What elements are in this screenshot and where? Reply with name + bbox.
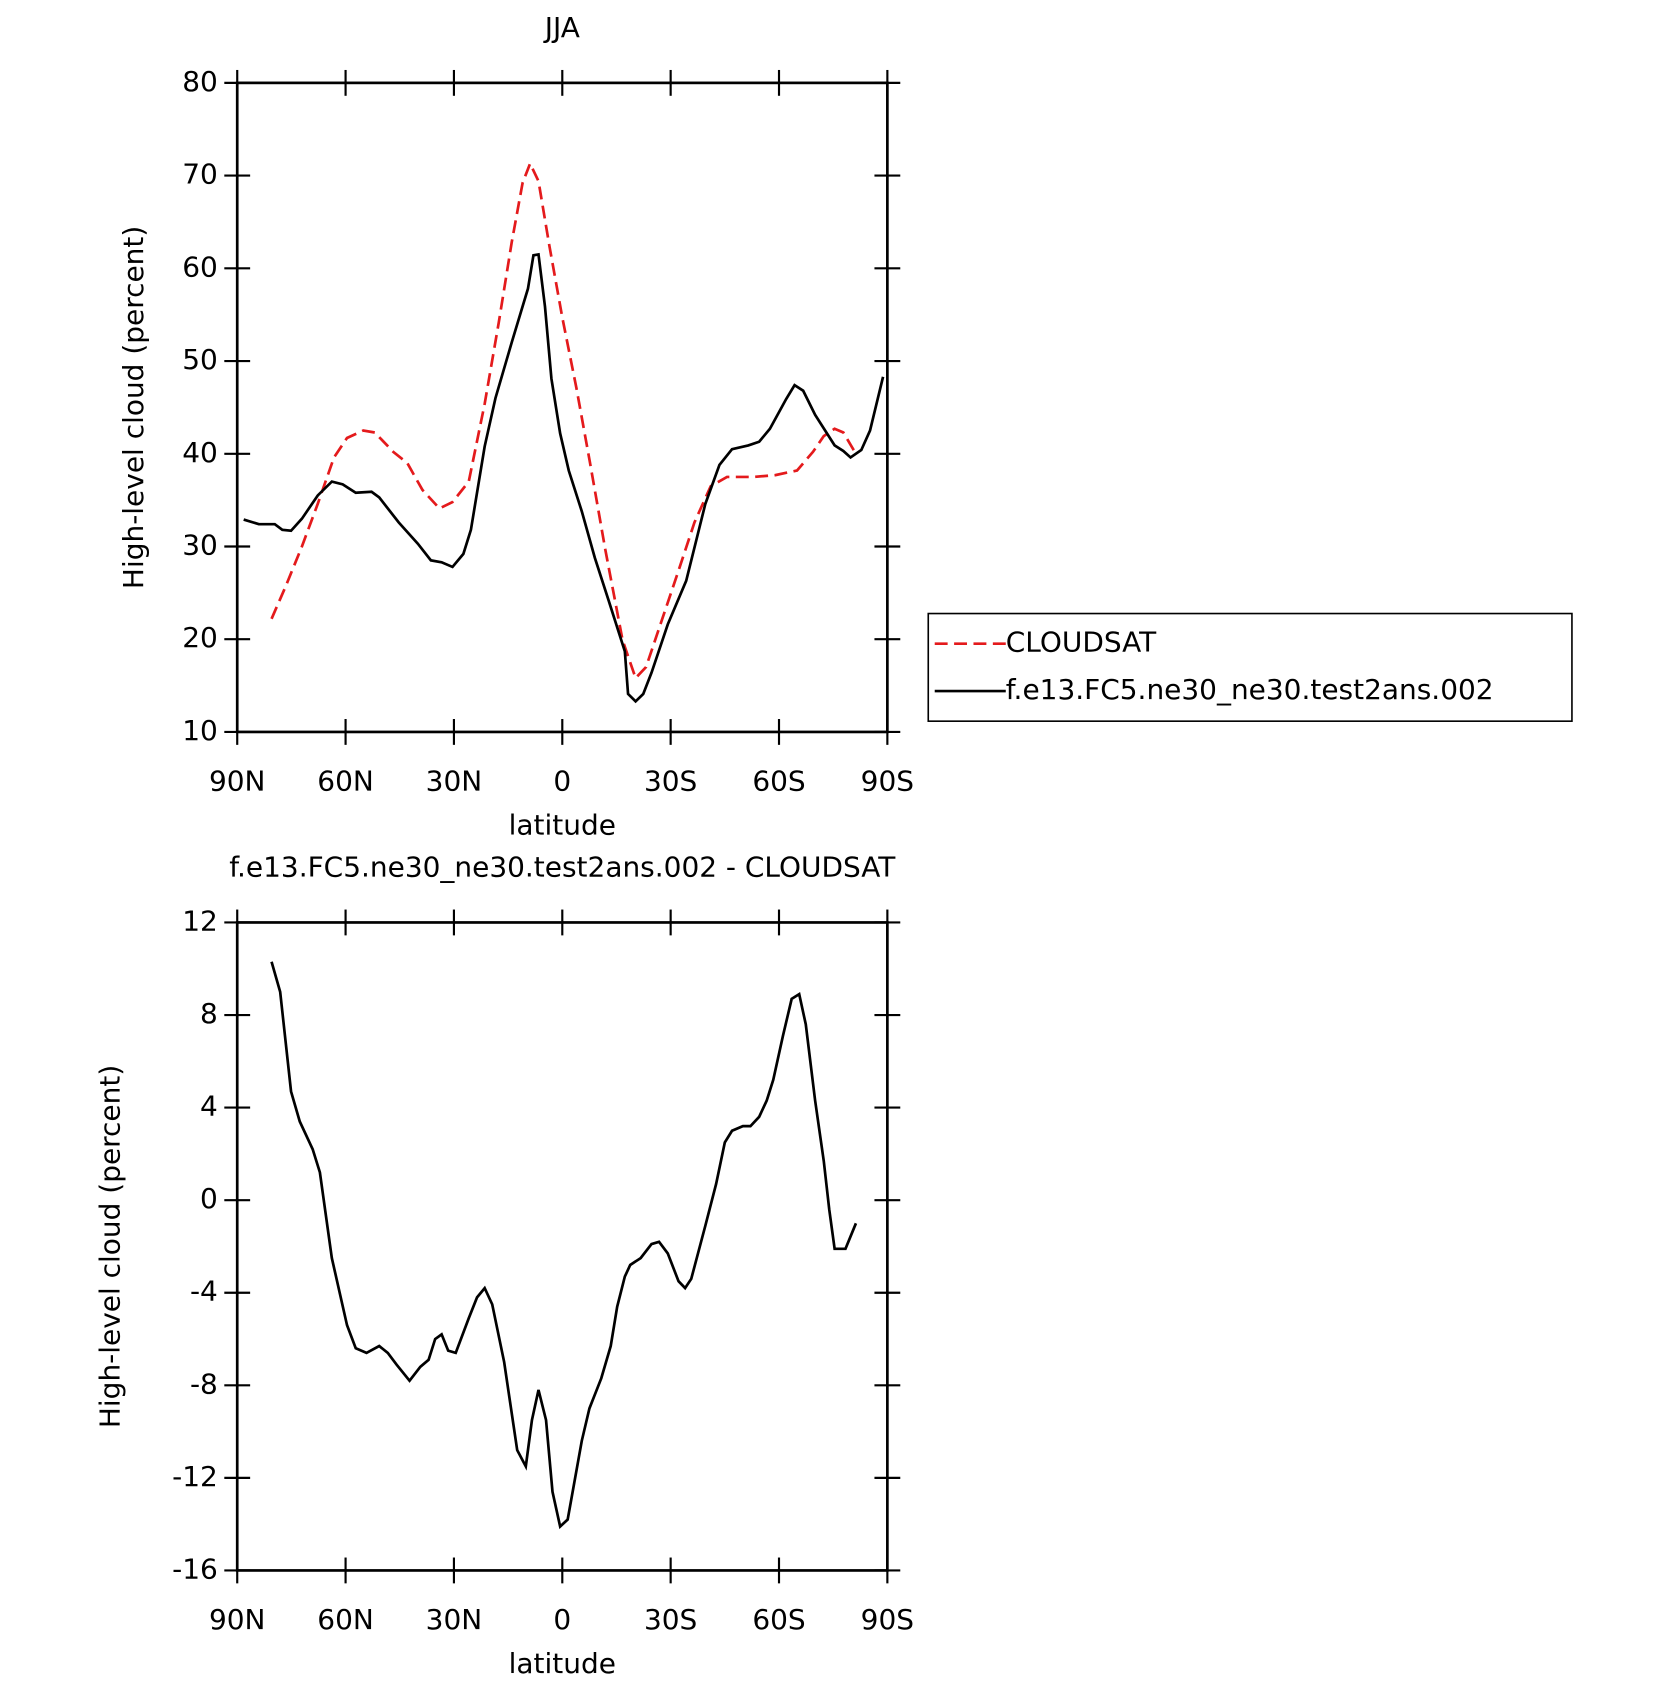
y-tick-label: 10 <box>182 714 218 747</box>
y-tick-label: -8 <box>190 1367 218 1400</box>
y-tick-label: 50 <box>182 343 218 376</box>
plot-frame <box>235 81 889 734</box>
y-axis-label: High-level cloud (percent) <box>117 226 150 589</box>
y-tick-label: 0 <box>200 1182 218 1215</box>
plot-frame <box>235 921 889 1572</box>
legend-label: f.e13.FC5.ne30_ne30.test2ans.002 <box>1006 673 1494 706</box>
y-axis-label: High-level cloud (percent) <box>93 1065 126 1428</box>
chart-title: JJA <box>543 11 580 44</box>
y-tick-label: 60 <box>182 250 218 283</box>
legend-box <box>927 612 1573 722</box>
x-tick-label: 0 <box>553 1603 571 1636</box>
x-tick-label: 30N <box>426 1603 483 1636</box>
x-tick-label: 90N <box>209 1603 266 1636</box>
x-tick-label: 30S <box>644 765 697 798</box>
x-tick-label: 30N <box>426 765 483 798</box>
x-tick-label: 0 <box>553 765 571 798</box>
x-tick-label: 60N <box>317 1603 374 1636</box>
x-axis-label: latitude <box>509 809 616 842</box>
x-tick-label: 30S <box>644 1603 697 1636</box>
x-tick-label: 90S <box>861 765 914 798</box>
x-tick-label: 60S <box>752 765 805 798</box>
y-tick-label: -4 <box>190 1275 218 1308</box>
legend-label: CLOUDSAT <box>1006 626 1157 659</box>
x-tick-label: 90N <box>209 765 266 798</box>
y-tick-label: 30 <box>182 528 218 561</box>
y-tick-label: 8 <box>200 997 218 1030</box>
chart-title: f.e13.FC5.ne30_ne30.test2ans.002 - CLOUD… <box>229 851 896 884</box>
y-tick-label: -12 <box>172 1460 218 1493</box>
series-line <box>270 961 858 1530</box>
x-axis-label: latitude <box>509 1647 616 1680</box>
y-tick-label: 20 <box>182 621 218 654</box>
y-tick-label: 80 <box>182 65 218 98</box>
x-tick-label: 60N <box>317 765 374 798</box>
y-tick-label: -16 <box>172 1552 218 1585</box>
x-tick-label: 60S <box>752 1603 805 1636</box>
y-tick-label: 12 <box>182 904 218 937</box>
y-tick-label: 4 <box>200 1090 218 1123</box>
y-tick-label: 40 <box>182 436 218 469</box>
x-tick-label: 90S <box>861 1603 914 1636</box>
series-line <box>270 160 858 681</box>
y-tick-label: 70 <box>182 158 218 191</box>
series-line <box>243 252 885 704</box>
